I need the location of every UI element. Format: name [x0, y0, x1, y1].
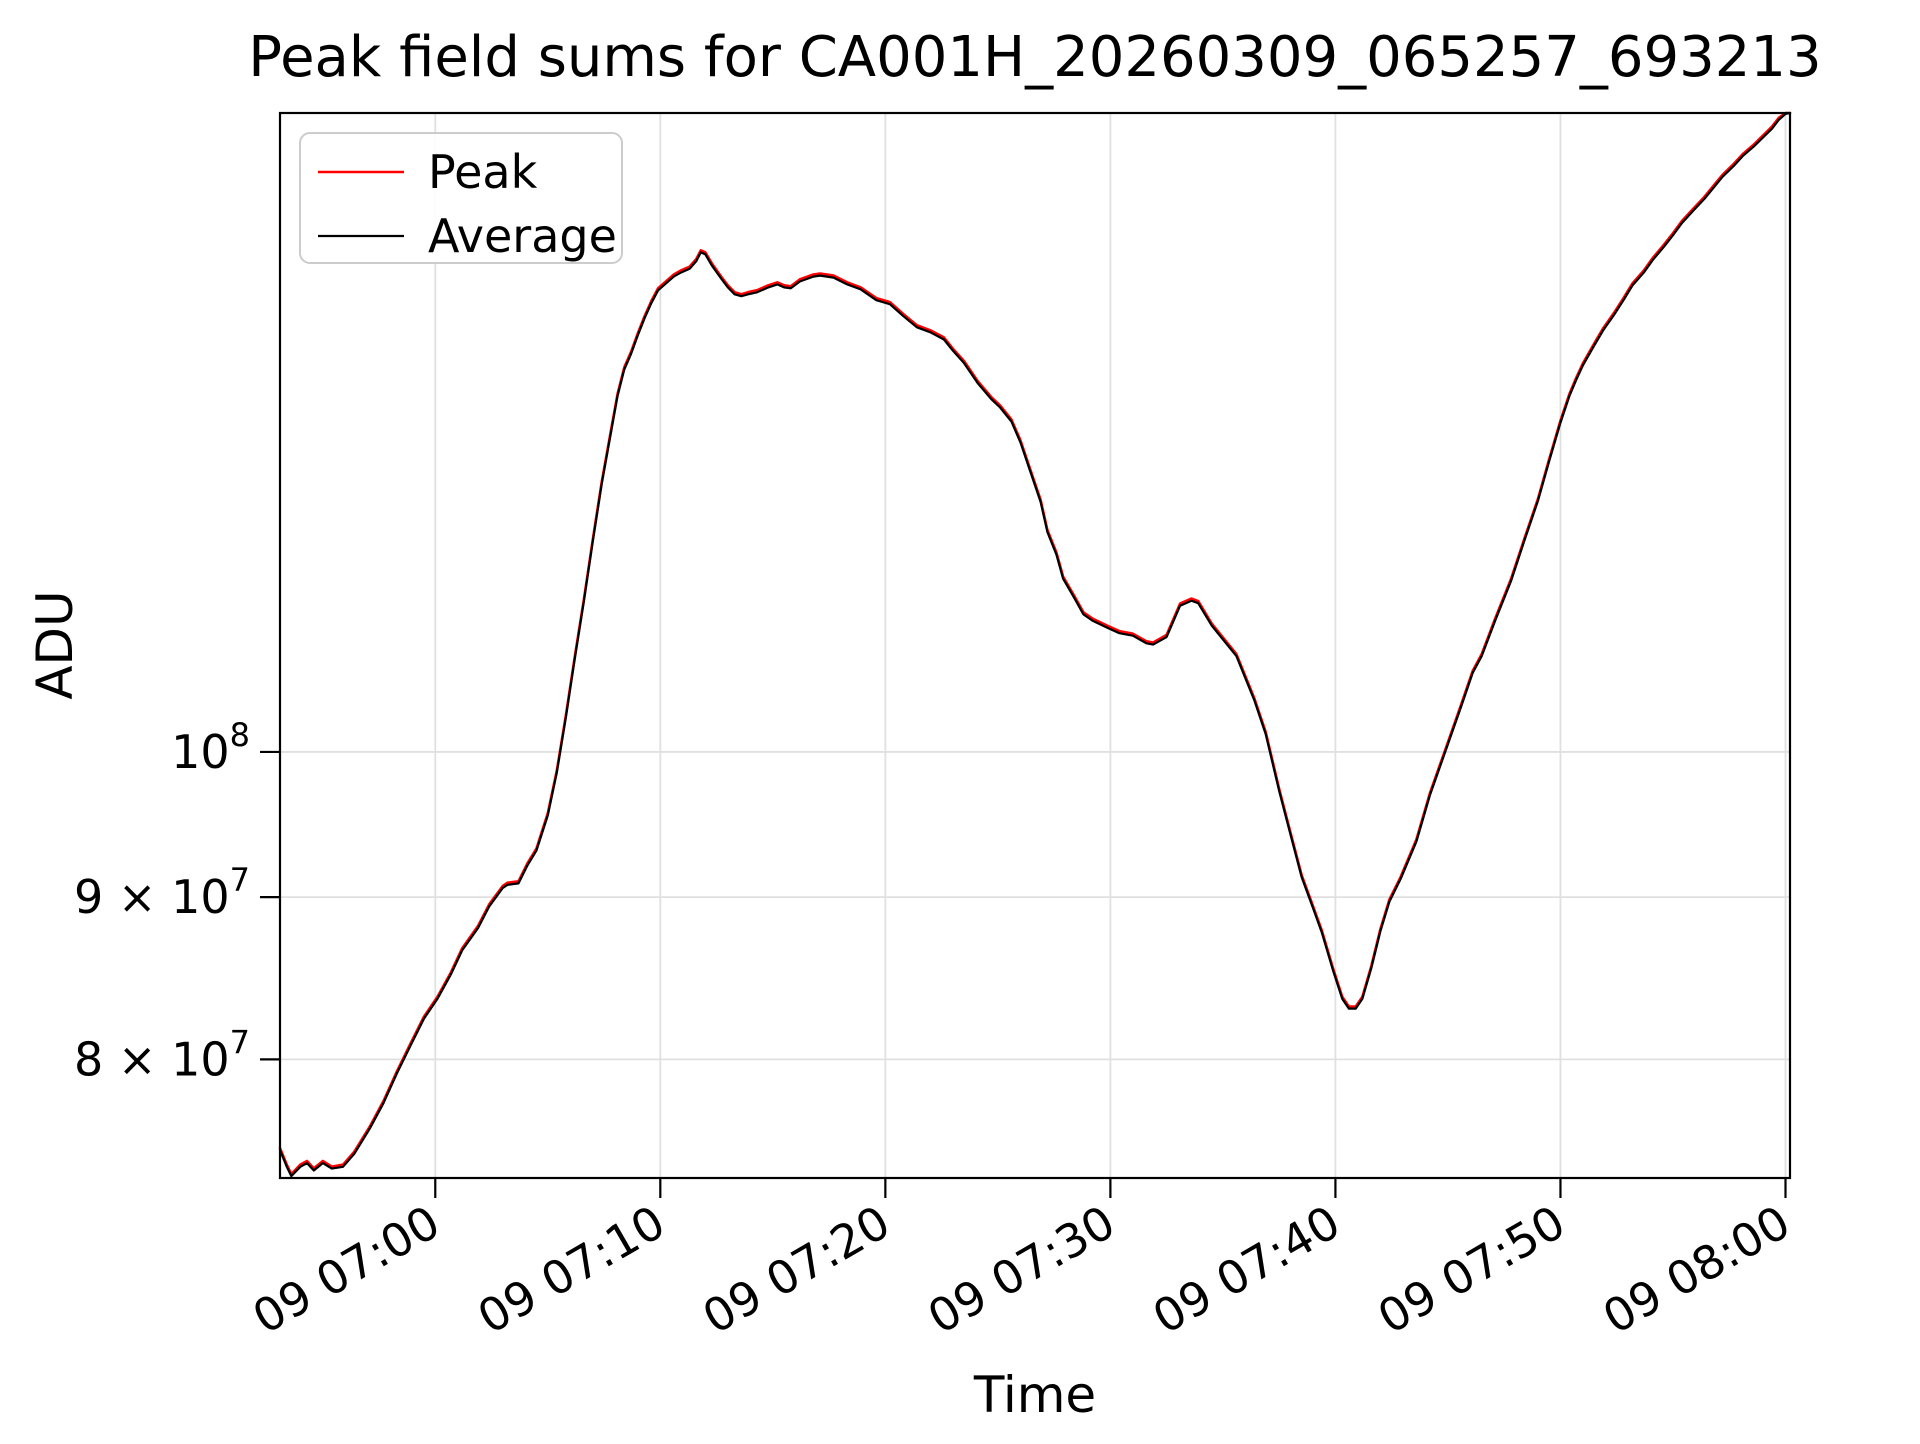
legend-box: Peak Average [299, 132, 623, 264]
x-tick-label: 09 07:10 [469, 1195, 674, 1345]
x-axis-label: Time [973, 1366, 1096, 1424]
y-tick-label: 9 × 107 [74, 861, 250, 924]
x-tick-label: 09 07:40 [1144, 1195, 1349, 1345]
legend-frame [299, 132, 623, 264]
legend-peak-label: Peak [428, 145, 538, 199]
x-tick-label: 09 07:50 [1369, 1195, 1574, 1345]
peak-line [278, 111, 1792, 1176]
x-tick-label: 09 07:30 [919, 1195, 1124, 1345]
y-tick-label: 8 × 107 [74, 1023, 250, 1086]
x-tick-label: 09 08:00 [1594, 1195, 1799, 1345]
data-series [278, 111, 1792, 1178]
axis-ticks [260, 750, 1787, 1198]
grid-lines [280, 113, 1790, 1178]
y-tick-label: 108 [171, 716, 250, 779]
tick-labels: 09 07:00 09 07:10 09 07:20 09 07:30 09 07:40… [74, 716, 1799, 1344]
x-tick-label: 09 07:20 [694, 1195, 899, 1345]
y-axis-label: ADU [26, 590, 84, 699]
average-line [278, 111, 1792, 1178]
x-tick-label: 09 07:00 [244, 1195, 449, 1345]
plot-border [278, 111, 1792, 1180]
chart-title: Peak field sums for CA001H_20260309_0652… [248, 25, 1821, 90]
legend-average-label: Average [428, 209, 617, 263]
